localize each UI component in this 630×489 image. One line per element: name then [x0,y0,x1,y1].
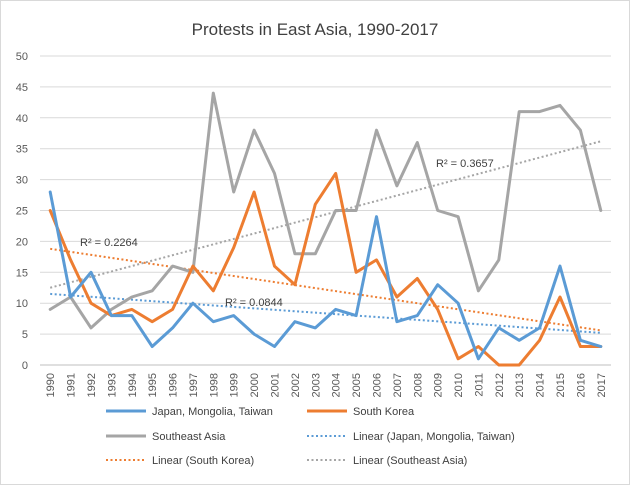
y-tick-label: 45 [16,82,28,94]
y-tick-label: 15 [16,267,28,279]
x-tick-label: 2014 [535,373,547,397]
y-tick-label: 35 [16,144,28,156]
r-squared-label: R² = 0.0844 [225,297,283,309]
series-line [48,190,603,361]
y-tick-label: 20 [16,236,28,248]
x-tick-label: 1998 [208,373,220,397]
x-tick-label: 2004 [331,373,343,397]
legend-label: Linear (South Korea) [152,455,254,467]
x-tick-label: 1995 [147,373,159,397]
x-tick-label: 2008 [412,373,424,397]
x-tick-label: 1996 [168,373,180,397]
y-tick-label: 0 [22,360,28,372]
y-axis-ticks: 0 5 10 15 20 25 30 35 40 45 50 [16,51,28,372]
legend-label: Southeast Asia [152,431,226,443]
y-tick-label: 5 [22,329,28,341]
r-squared-labels: R² = 0.0844 R² = 0.2264 R² = 0.3657 [80,158,494,309]
series-line [48,171,603,367]
y-tick-label: 10 [16,298,28,310]
x-tick-label: 1993 [106,373,118,397]
x-tick-label: 2017 [596,373,608,397]
chart-title: Protests in East Asia, 1990-2017 [192,20,439,39]
legend: Japan, Mongolia, Taiwan South Korea Southe… [106,406,515,467]
y-tick-label: 40 [16,113,28,125]
series-line [48,91,603,330]
x-axis-ticks: 1990 1991 1992 1993 1994 1995 1996 1997 1998 1999… [45,373,608,397]
r-squared-label: R² = 0.3657 [436,158,494,170]
x-tick-label: 1991 [66,373,78,397]
x-tick-label: 2009 [433,373,445,397]
legend-label: Japan, Mongolia, Taiwan [152,406,273,418]
x-tick-label: 2012 [494,373,506,397]
x-tick-label: 2016 [575,373,587,397]
legend-label: Linear (Japan, Mongolia, Taiwan) [353,431,515,443]
data-series [48,91,603,367]
x-tick-label: 2005 [351,373,363,397]
x-tick-label: 2015 [555,373,567,397]
legend-label: South Korea [353,406,415,418]
legend-label: Linear (Southeast Asia) [353,455,467,467]
x-tick-label: 1999 [229,373,241,397]
trendline [49,140,602,289]
x-tick-label: 1994 [127,373,139,397]
x-tick-label: 2002 [290,373,302,397]
x-tick-label: 2010 [453,373,465,397]
y-tick-label: 30 [16,175,28,187]
r-squared-label: R² = 0.2264 [80,237,138,249]
x-tick-label: 1992 [86,373,98,397]
x-tick-label: 2000 [249,373,261,397]
y-tick-label: 50 [16,51,28,63]
x-tick-label: 2011 [473,373,485,397]
x-tick-label: 2001 [270,373,282,397]
x-tick-label: 1997 [188,373,200,397]
y-tick-label: 25 [16,206,28,218]
x-tick-label: 1990 [45,373,57,397]
trendline [50,292,601,334]
x-tick-label: 2003 [310,373,322,397]
trendline [50,247,601,332]
trendlines [49,140,602,334]
x-tick-label: 2006 [371,373,383,397]
x-tick-label: 2013 [514,373,526,397]
gridlines [40,55,611,366]
x-tick-label: 2007 [392,373,404,397]
